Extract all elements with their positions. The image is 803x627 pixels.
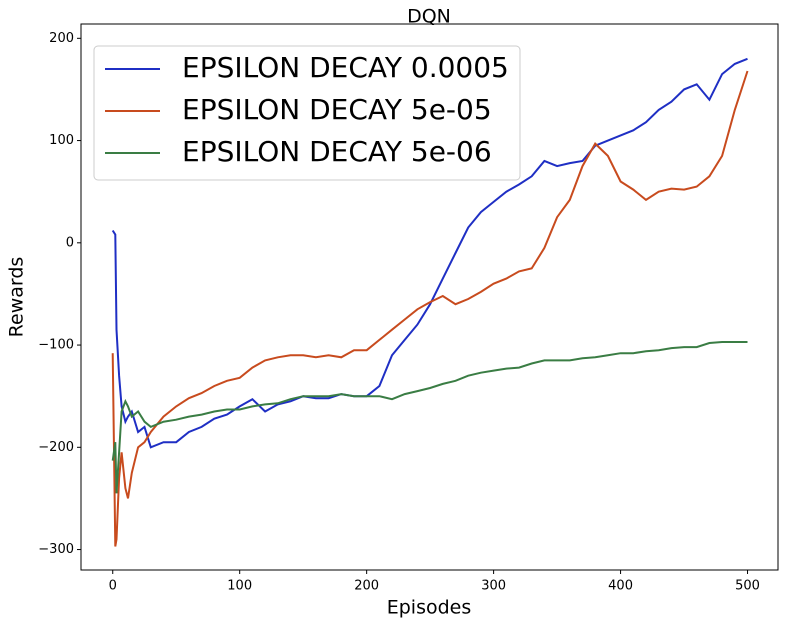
y-tick-label: −200 (38, 440, 74, 455)
legend-label: EPSILON DECAY 5e-06 (182, 135, 492, 168)
y-tick-label: 0 (66, 235, 74, 250)
y-axis-label: Rewards (6, 257, 28, 338)
x-tick-label: 200 (354, 579, 379, 594)
y-tick-label: 100 (49, 133, 74, 148)
x-tick-label: 0 (109, 579, 117, 594)
legend-label: EPSILON DECAY 5e-05 (182, 93, 492, 126)
x-tick-label: 400 (608, 579, 633, 594)
line-series (111, 70, 749, 547)
x-tick-label: 500 (735, 579, 760, 594)
y-tick-label: −100 (38, 338, 74, 353)
legend-label: EPSILON DECAY 0.0005 (182, 51, 509, 84)
x-tick-label: 100 (227, 579, 252, 594)
line-series (111, 341, 748, 494)
legend-box (93, 45, 521, 181)
y-tick-label: 200 (49, 31, 74, 46)
x-axis-label: Episodes (387, 597, 472, 619)
plot-frame (80, 23, 779, 571)
x-tick-label: 300 (481, 579, 506, 594)
chart-title: DQN (407, 6, 451, 28)
y-tick-label: −300 (38, 542, 74, 557)
